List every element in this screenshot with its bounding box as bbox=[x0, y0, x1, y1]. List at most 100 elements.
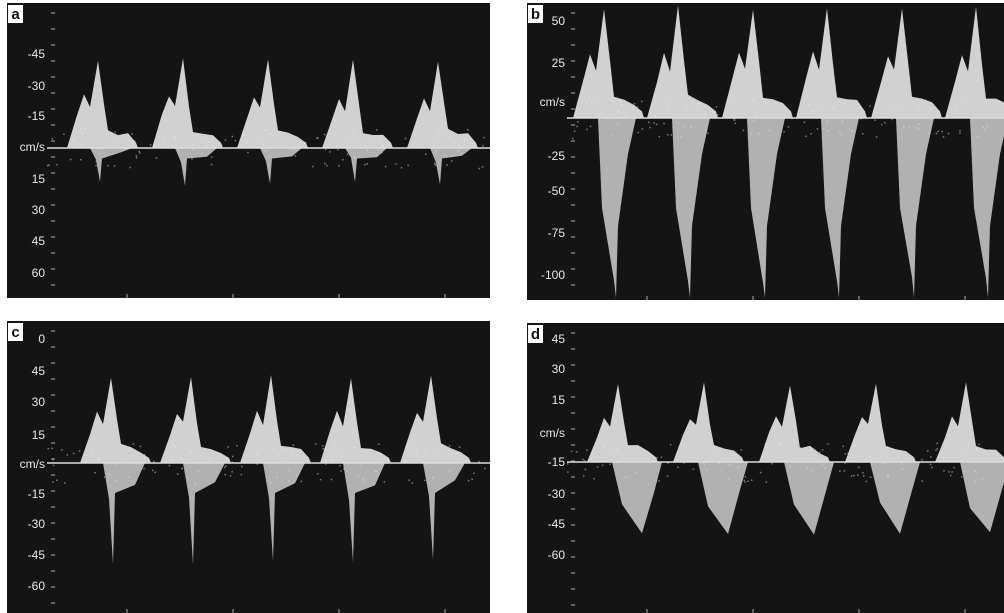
speckle bbox=[641, 128, 644, 130]
waveform-up bbox=[240, 375, 311, 463]
speckle bbox=[364, 163, 366, 166]
speckle bbox=[256, 463, 259, 465]
speckle bbox=[869, 476, 872, 479]
waveform-down bbox=[345, 148, 387, 183]
speckle bbox=[168, 464, 171, 467]
speckle bbox=[658, 480, 660, 482]
waveform-up bbox=[647, 5, 718, 119]
speckle bbox=[467, 479, 470, 482]
speckle bbox=[803, 121, 806, 124]
axis-label: 30 bbox=[32, 203, 46, 217]
speckle bbox=[750, 479, 753, 481]
axis-label: -50 bbox=[548, 184, 566, 198]
speckle bbox=[677, 466, 679, 469]
speckle bbox=[324, 148, 327, 151]
speckle bbox=[862, 475, 865, 477]
speckle bbox=[593, 477, 595, 480]
waveform-down bbox=[263, 463, 305, 562]
axis-label: -25 bbox=[548, 149, 566, 163]
speckle bbox=[582, 458, 584, 461]
speckle bbox=[850, 475, 853, 477]
speckle bbox=[765, 481, 768, 483]
axis-label: -75 bbox=[548, 226, 566, 240]
waveform-down bbox=[784, 462, 834, 535]
speckle bbox=[648, 121, 650, 124]
speckle bbox=[941, 130, 943, 133]
waveform-down bbox=[672, 118, 710, 298]
speckle bbox=[138, 150, 141, 153]
speckle bbox=[573, 130, 576, 132]
speckle bbox=[225, 465, 227, 467]
speckle bbox=[656, 456, 658, 459]
waveform-up bbox=[722, 9, 793, 119]
speckle bbox=[936, 448, 939, 450]
speckle bbox=[56, 164, 58, 166]
speckle bbox=[660, 456, 663, 459]
speckle bbox=[637, 131, 639, 134]
waveform-down bbox=[175, 148, 217, 186]
speckle bbox=[575, 451, 578, 453]
speckle bbox=[51, 447, 53, 450]
speckle bbox=[584, 468, 587, 471]
speckle bbox=[61, 449, 63, 451]
axis-label: 45 bbox=[32, 364, 46, 378]
speckle bbox=[315, 137, 318, 139]
speckle bbox=[149, 144, 152, 146]
speckle bbox=[692, 468, 695, 470]
speckle bbox=[312, 165, 314, 168]
axis-label: -15 bbox=[548, 455, 566, 469]
speckle bbox=[63, 482, 66, 484]
speckle bbox=[231, 135, 234, 138]
waveform-down bbox=[103, 463, 145, 565]
speckle bbox=[139, 445, 142, 448]
waveform-down bbox=[183, 463, 225, 565]
waveform-up bbox=[400, 375, 471, 463]
doppler-panel: 0 45 30 15 cm/s -15 -30 -45 -60 c bbox=[7, 321, 490, 613]
doppler-panel: -45 -30 -15 cm/s 15 30 45 60 a bbox=[7, 3, 490, 298]
waveform-down bbox=[896, 118, 934, 298]
speckle bbox=[154, 471, 156, 474]
speckle bbox=[143, 467, 145, 470]
waveform-up bbox=[80, 377, 151, 463]
speckle bbox=[330, 478, 333, 481]
speckle bbox=[959, 132, 961, 134]
speckle bbox=[861, 133, 864, 135]
speckle bbox=[51, 481, 54, 483]
speckle bbox=[325, 164, 328, 167]
waveform-down bbox=[260, 148, 302, 184]
speckle bbox=[842, 445, 844, 448]
speckle bbox=[328, 151, 331, 153]
speckle bbox=[707, 132, 709, 135]
letter-box bbox=[8, 5, 23, 23]
speckle bbox=[771, 463, 774, 465]
speckle bbox=[787, 126, 790, 128]
speckle bbox=[78, 450, 81, 452]
speckle bbox=[79, 158, 82, 161]
axis-label: -15 bbox=[28, 109, 46, 123]
speckle bbox=[935, 132, 938, 135]
speckle bbox=[114, 131, 116, 133]
speckle bbox=[930, 456, 932, 458]
speckle bbox=[883, 121, 886, 124]
speckle bbox=[407, 164, 409, 167]
panel-background bbox=[527, 323, 1004, 613]
speckle bbox=[129, 166, 131, 169]
speckle bbox=[481, 166, 484, 168]
panel-letter: c bbox=[11, 324, 19, 341]
speckle bbox=[446, 164, 448, 166]
speckle bbox=[931, 466, 933, 469]
speckle bbox=[865, 480, 868, 483]
speckle bbox=[586, 128, 588, 131]
speckle bbox=[577, 121, 579, 123]
speckle bbox=[636, 106, 639, 108]
speckle bbox=[733, 119, 736, 122]
speckle bbox=[66, 454, 69, 456]
waveform-up bbox=[673, 382, 744, 462]
speckle bbox=[325, 463, 327, 465]
speckle bbox=[227, 446, 229, 448]
letter-box bbox=[528, 5, 543, 23]
speckle bbox=[844, 453, 847, 455]
speckle bbox=[404, 137, 407, 140]
speckle bbox=[240, 465, 243, 468]
